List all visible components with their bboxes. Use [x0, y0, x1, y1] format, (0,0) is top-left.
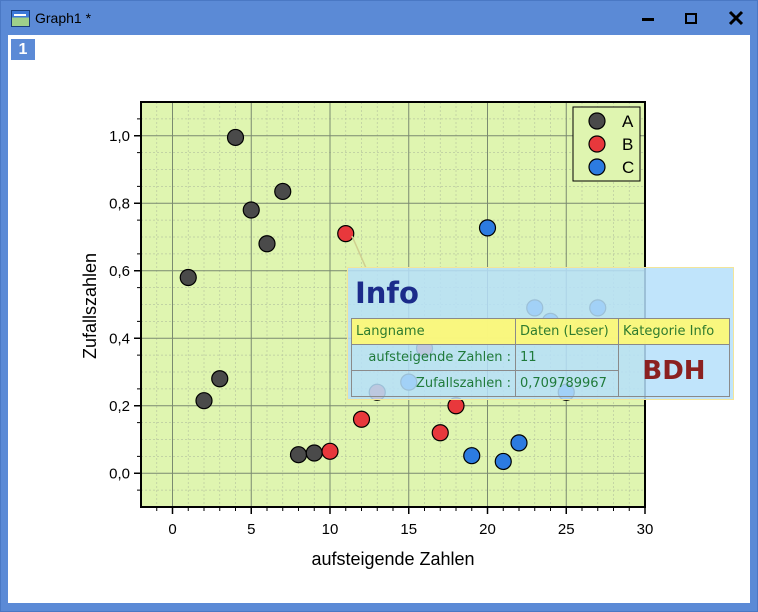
tooltip-header-daten: Daten (Leser): [515, 318, 619, 345]
y-tick-label: 0,4: [109, 330, 130, 347]
x-tick-label: 30: [637, 521, 654, 538]
data-point-A[interactable]: [258, 235, 276, 253]
window-title: Graph1 *: [35, 10, 92, 26]
graph-window-icon[interactable]: [11, 10, 30, 27]
data-point-A[interactable]: [226, 128, 245, 147]
y-tick-label: 0,8: [109, 195, 130, 212]
tooltip-header-langname: Langname: [351, 318, 516, 345]
legend-marker-C: [588, 158, 606, 176]
tooltip-row2-label: Zufallszahlen :: [351, 370, 516, 397]
tooltip-row2-value: 0,709789967: [515, 370, 619, 397]
minimize-icon: [642, 18, 654, 21]
data-point-C[interactable]: [494, 452, 512, 471]
x-tick-label: 20: [479, 521, 496, 538]
title-bar[interactable]: Graph1 *: [1, 1, 757, 35]
x-axis-label: aufsteigende Zahlen: [311, 549, 474, 569]
x-tick-label: 5: [247, 521, 255, 538]
y-tick-label: 0,0: [109, 465, 130, 482]
tooltip-row1-label: aufsteigende Zahlen :: [351, 344, 516, 371]
y-axis-label: Zufallszahlen: [80, 253, 100, 359]
legend-marker-B: [588, 135, 606, 153]
data-point-B[interactable]: [321, 442, 339, 460]
data-point-A[interactable]: [305, 444, 323, 462]
layer-badge[interactable]: 1: [11, 39, 35, 60]
y-tick-label: 1,0: [109, 128, 130, 145]
tooltip-table: Langname Daten (Leser) Kategorie Info au…: [351, 318, 730, 397]
minimize-button[interactable]: [635, 5, 661, 31]
data-point-B[interactable]: [352, 410, 371, 428]
y-tick-label: 0,2: [109, 398, 130, 415]
data-point-A[interactable]: [179, 268, 197, 287]
data-point-A[interactable]: [195, 392, 213, 410]
legend-box: [572, 106, 641, 182]
maximize-icon: [685, 13, 697, 24]
x-tick-label: 10: [322, 521, 339, 538]
x-tick-label: 25: [558, 521, 575, 538]
y-tick-label: 0,6: [109, 263, 130, 280]
close-button[interactable]: [723, 5, 749, 31]
x-tick-label: 0: [168, 521, 176, 538]
data-point-A[interactable]: [289, 446, 308, 464]
legend-label: B: [622, 135, 633, 154]
tooltip-row1-value: 11: [515, 344, 619, 371]
legend-label: C: [622, 158, 634, 177]
data-point-A[interactable]: [211, 370, 229, 388]
tooltip-row: aufsteigende Zahlen : 11 BDH: [351, 344, 730, 397]
close-icon: [728, 10, 744, 26]
tooltip-row: Zufallszahlen : 0,709789967: [351, 370, 730, 397]
window-bottom-border: [8, 603, 750, 611]
data-point-A[interactable]: [274, 182, 292, 201]
legend-marker-A: [588, 112, 606, 130]
data-point-C[interactable]: [463, 447, 481, 465]
data-point-B[interactable]: [337, 225, 355, 243]
info-tooltip: Info Langname Daten (Leser) Kategorie In…: [347, 267, 734, 400]
legend-label: A: [622, 112, 634, 131]
x-tick-label: 15: [400, 521, 417, 538]
data-point-B[interactable]: [447, 397, 465, 415]
tooltip-title: Info: [355, 276, 419, 310]
tooltip-header-row: Langname Daten (Leser) Kategorie Info: [351, 318, 730, 345]
maximize-button[interactable]: [678, 5, 704, 31]
data-point-C[interactable]: [510, 434, 528, 452]
tooltip-category: BDH: [618, 344, 730, 397]
data-point-C[interactable]: [478, 219, 497, 237]
tooltip-header-kategorie: Kategorie Info: [618, 318, 730, 345]
data-point-A[interactable]: [242, 201, 260, 219]
tooltip-pointer: [351, 235, 367, 269]
data-point-B[interactable]: [431, 424, 449, 442]
legend[interactable]: ABC: [572, 106, 641, 182]
